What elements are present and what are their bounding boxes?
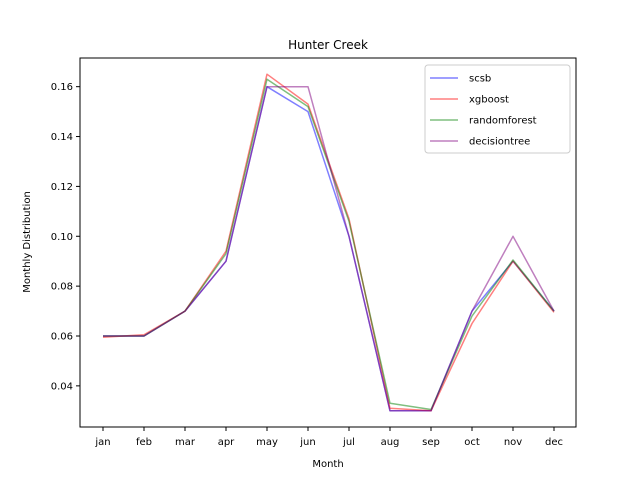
plot-frame: [79, 57, 577, 428]
y-tick-label: 0.16: [51, 82, 73, 93]
series-layer: [102, 73, 555, 412]
legend-label-xgboost: xgboost: [469, 95, 509, 106]
x-tick-label: oct: [464, 437, 480, 448]
x-tick-label: jun: [299, 437, 315, 448]
x-tick-label: sep: [422, 437, 440, 448]
x-tick-label: mar: [175, 437, 196, 448]
y-tick-label: 0.14: [51, 132, 73, 143]
x-tick-label: feb: [136, 437, 152, 448]
y-axis-title: Monthly Distribution: [22, 191, 33, 293]
x-tick-label: nov: [504, 437, 522, 448]
x-tick-label: apr: [218, 437, 235, 448]
y-tick-label: 0.06: [51, 331, 73, 342]
chart-title: Hunter Creek: [288, 38, 368, 52]
y-tick-label: 0.08: [51, 282, 73, 293]
x-tick-label: jul: [342, 437, 355, 448]
legend-box: [424, 64, 571, 154]
legend-label-decisiontree: decisiontree: [469, 137, 530, 148]
y-tick-label: 0.10: [51, 232, 73, 243]
x-tick-label: jan: [94, 437, 110, 448]
x-tick-label: may: [256, 437, 278, 448]
x-axis: jan feb mar apr may jun jul aug sep oct nov dec: [94, 427, 563, 448]
x-tick-label: dec: [545, 437, 563, 448]
legend: scsb xgboost randomforest decisiontree: [424, 64, 571, 154]
legend-label-scsb: scsb: [469, 74, 491, 85]
legend-label-randomforest: randomforest: [469, 116, 537, 127]
y-tick-label: 0.04: [51, 381, 73, 392]
x-axis-title: Month: [312, 459, 343, 470]
x-tick-label: aug: [381, 437, 400, 448]
y-axis: 0.04 0.06 0.08 0.10 0.12 0.14 0.16: [51, 82, 80, 392]
y-tick-label: 0.12: [51, 182, 73, 193]
series-line-decisiontree: [103, 85, 555, 412]
